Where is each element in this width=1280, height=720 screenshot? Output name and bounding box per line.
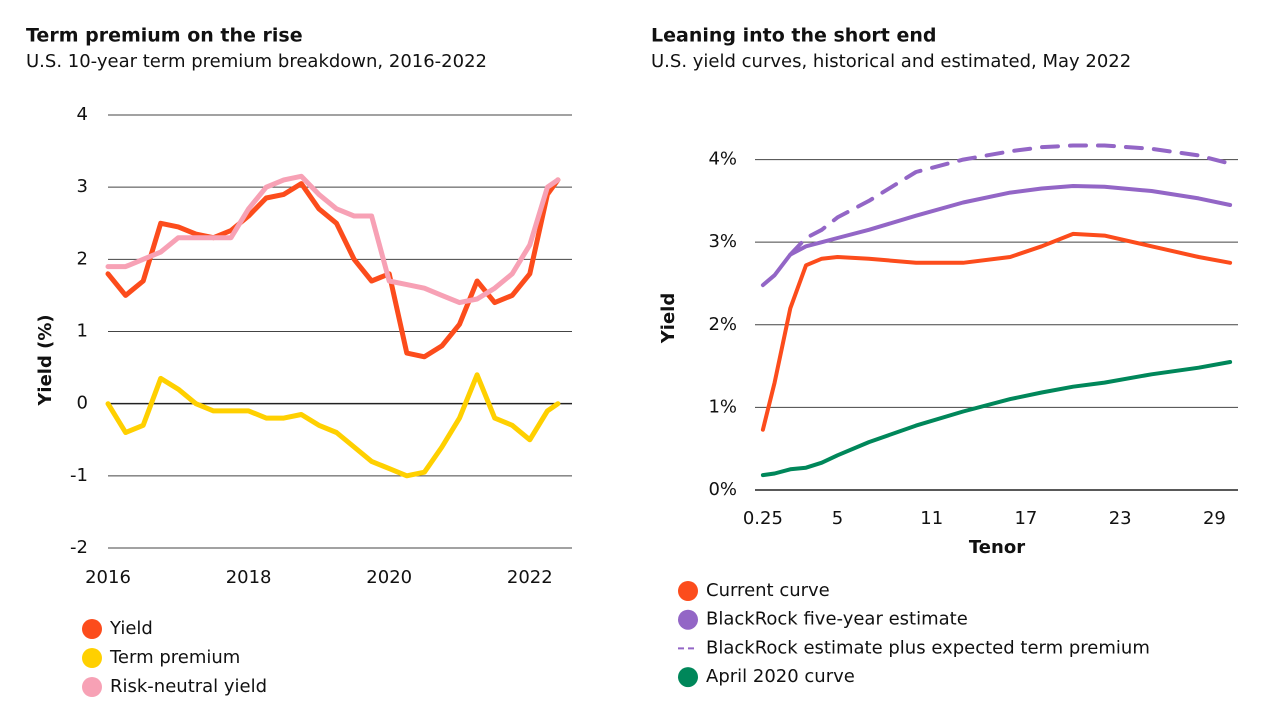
y-tick-label: -2 — [70, 537, 88, 558]
y-tick-label: 3% — [708, 231, 737, 252]
legend-swatch — [82, 619, 102, 639]
chart-subtitle: U.S. 10-year term premium breakdown, 201… — [26, 51, 487, 72]
line-series — [760, 184, 1233, 288]
x-tick-label: 2016 — [85, 567, 131, 588]
y-tick-label: 1 — [77, 321, 88, 342]
legend-swatch — [82, 648, 102, 668]
line-series — [760, 360, 1233, 478]
y-tick-label: 1% — [708, 396, 737, 417]
y-axis-title: Yield — [658, 293, 679, 344]
legend-label: BlackRock five-year estimate — [706, 609, 968, 630]
y-tick-label: 0% — [708, 479, 737, 500]
chart-subtitle: U.S. yield curves, historical and estima… — [651, 51, 1131, 72]
y-tick-label: -1 — [70, 465, 88, 486]
chart-title: Term premium on the rise — [26, 25, 303, 47]
x-tick-label: 23 — [1109, 508, 1132, 529]
line-series — [105, 372, 561, 479]
legend-swatch — [82, 677, 102, 697]
y-tick-label: 4% — [708, 149, 737, 170]
chart-title: Leaning into the short end — [651, 25, 936, 47]
line-series — [760, 231, 1233, 432]
x-tick-label: 2018 — [226, 567, 272, 588]
x-tick-label: 5 — [832, 508, 843, 529]
legend-label: Risk-neutral yield — [110, 676, 267, 697]
legend-swatch — [678, 581, 698, 601]
y-axis-title: Yield (%) — [35, 314, 56, 406]
legend-swatch — [678, 609, 698, 630]
line-series — [105, 173, 561, 306]
y-tick-label: 0 — [77, 393, 88, 414]
y-tick-label: 2 — [77, 248, 88, 269]
legend-label: April 2020 curve — [706, 666, 855, 687]
line-series — [788, 143, 1233, 257]
legend-swatch — [678, 667, 698, 688]
legend-label: Current curve — [706, 580, 830, 601]
y-tick-label: 4 — [77, 104, 88, 125]
x-tick-label: 0.25 — [743, 508, 783, 529]
y-tick-label: 3 — [77, 176, 88, 197]
x-axis-title: Tenor — [969, 537, 1025, 558]
legend-label: Term premium — [109, 647, 240, 668]
x-tick-label: 2022 — [507, 567, 553, 588]
x-tick-label: 11 — [920, 508, 943, 529]
y-tick-label: 2% — [708, 314, 737, 335]
legend-label: BlackRock estimate plus expected term pr… — [706, 637, 1150, 658]
line-series — [105, 177, 561, 360]
legend-label: Yield — [109, 618, 153, 639]
x-tick-label: 17 — [1014, 508, 1037, 529]
x-tick-label: 2020 — [366, 567, 412, 588]
x-tick-label: 29 — [1203, 508, 1226, 529]
